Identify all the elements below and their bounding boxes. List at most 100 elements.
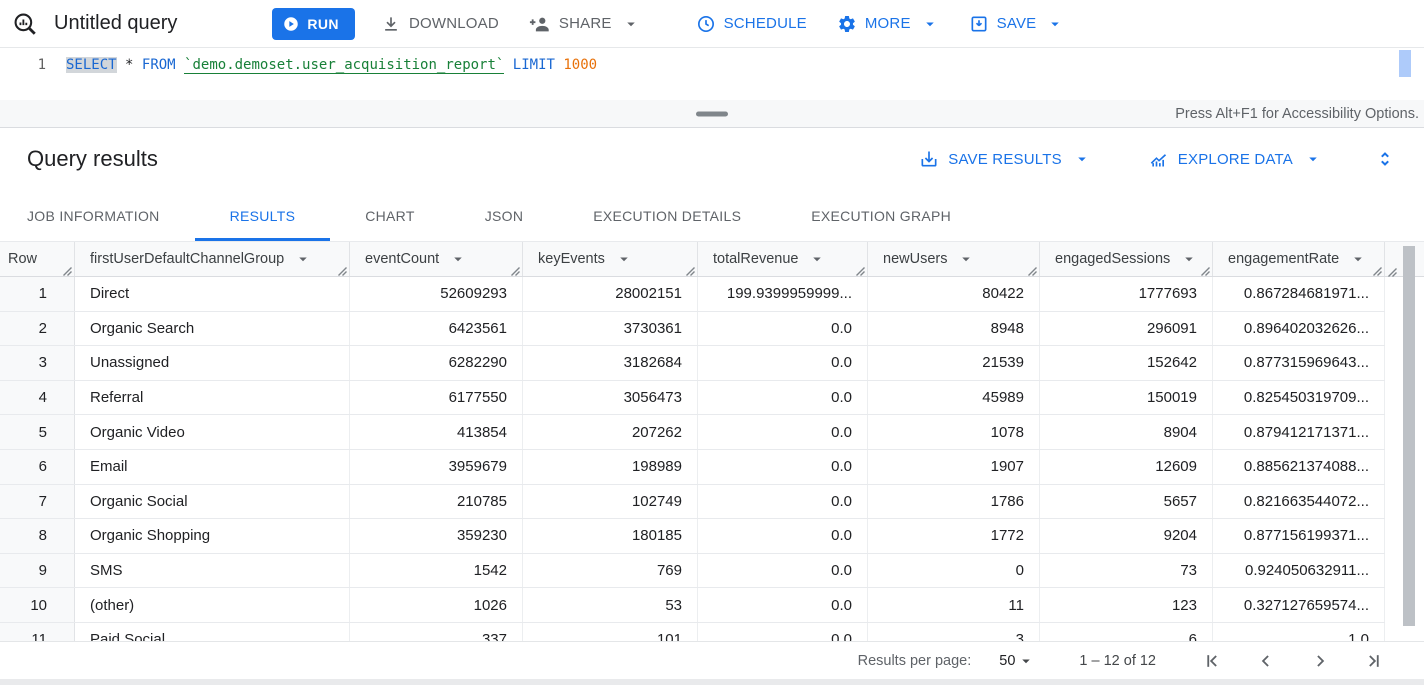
chevron-right-icon	[1317, 654, 1325, 667]
column-resize-grip[interactable]	[1387, 264, 1397, 277]
results-tabbar: JOB INFORMATION RESULTS CHART JSON EXECUTION…	[0, 190, 1424, 242]
table-cell: 0.0	[698, 553, 868, 588]
row-number-cell: 2	[0, 311, 75, 346]
sql-star: *	[125, 57, 134, 73]
tab-job-information[interactable]: JOB INFORMATION	[27, 207, 160, 224]
query-results-title: Query results	[27, 146, 158, 171]
collapse-panel-button[interactable]	[1374, 148, 1396, 170]
table-cell: 769	[523, 553, 698, 588]
column-menu-caret-icon[interactable]	[1349, 250, 1367, 268]
table-cell: 413854	[350, 415, 523, 449]
table-cell: 180185	[523, 519, 698, 553]
person-add-icon	[529, 17, 549, 31]
next-page-button[interactable]	[1310, 651, 1330, 671]
column-header-firstUserDefaultChannelGroup[interactable]: firstUserDefaultChannelGroup	[75, 242, 350, 276]
sql-code-line[interactable]: SELECT * FROM `demo.demoset.user_acquisi…	[66, 55, 597, 76]
panel-splitter: Press Alt+F1 for Accessibility Options.	[0, 100, 1424, 128]
caret-down-icon	[1022, 659, 1031, 663]
share-button[interactable]: SHARE	[529, 0, 640, 48]
column-header-label: eventCount	[365, 251, 440, 267]
table-cell: 1907	[868, 449, 1040, 484]
tab-execution-graph[interactable]: EXECUTION GRAPH	[811, 207, 952, 224]
table-cell: Direct	[75, 277, 350, 311]
table-cell: 0	[868, 553, 1040, 588]
column-resize-grip[interactable]	[62, 264, 72, 276]
tab-results[interactable]: RESULTS	[195, 190, 331, 241]
tab-json[interactable]: JSON	[484, 207, 524, 224]
column-header-row[interactable]: Row	[0, 242, 75, 276]
schedule-button-label: SCHEDULE	[723, 15, 807, 32]
column-menu-caret-icon[interactable]	[1180, 250, 1198, 268]
save-results-button[interactable]: SAVE RESULTS	[919, 149, 1091, 169]
column-menu-caret-icon[interactable]	[808, 250, 826, 268]
splitter-drag-handle[interactable]	[696, 111, 728, 116]
column-resize-grip[interactable]	[337, 264, 347, 276]
accessibility-hint: Press Alt+F1 for Accessibility Options.	[1175, 105, 1419, 122]
caret-down-icon	[1304, 150, 1322, 168]
column-resize-grip[interactable]	[685, 264, 695, 276]
column-resize-grip[interactable]	[1200, 264, 1210, 276]
column-header-engagementRate[interactable]: engagementRate	[1213, 242, 1385, 276]
table-cell: 3959679	[350, 449, 523, 484]
row-number-cell: 5	[0, 415, 75, 449]
schedule-button[interactable]: SCHEDULE	[696, 0, 807, 48]
play-circle-icon	[284, 16, 299, 31]
column-header-eventCount[interactable]: eventCount	[350, 242, 523, 276]
table-cell: 0.821663544072...	[1213, 484, 1385, 519]
column-resize-grip[interactable]	[510, 264, 520, 276]
table-cell: 73	[1040, 553, 1213, 588]
bigquery-search-icon	[14, 13, 36, 35]
row-number-cell: 3	[0, 346, 75, 380]
table-cell: 6	[1040, 622, 1213, 641]
sql-editor[interactable]: 1 SELECT * FROM `demo.demoset.user_acqui…	[0, 48, 1424, 100]
sql-keyword-limit: LIMIT	[512, 57, 555, 73]
previous-page-button[interactable]	[1256, 651, 1276, 671]
download-button[interactable]: DOWNLOAD	[381, 0, 499, 48]
row-number-cell: 7	[0, 484, 75, 519]
column-header-engagedSessions[interactable]: engagedSessions	[1040, 242, 1213, 276]
table-cell: 0.0	[698, 380, 868, 415]
column-menu-caret-icon[interactable]	[294, 250, 312, 268]
table-cell: 0.0	[698, 346, 868, 380]
save-box-icon	[971, 16, 987, 31]
column-header-keyEvents[interactable]: keyEvents	[523, 242, 698, 276]
table-cell: 123	[1040, 588, 1213, 622]
first-page-icon	[1207, 654, 1217, 667]
run-button[interactable]: RUN	[272, 7, 355, 40]
column-resize-grip[interactable]	[855, 264, 865, 276]
more-button[interactable]: MORE	[837, 0, 939, 48]
tab-chart[interactable]: CHART	[365, 207, 415, 224]
table-scrollbar-thumb[interactable]	[1403, 246, 1415, 626]
column-resize-grip[interactable]	[1027, 264, 1037, 276]
results-table: Row firstUserDefaultChannelGroup eventCou…	[0, 242, 1424, 641]
table-cell: 0.0	[698, 311, 868, 346]
horizontal-scrollbar-track[interactable]	[0, 679, 1424, 685]
table-cell: 102749	[523, 484, 698, 519]
table-cell: 1542	[350, 553, 523, 588]
row-number-cell: 6	[0, 449, 75, 484]
first-page-button[interactable]	[1202, 651, 1222, 671]
table-row: 4 Referral 6177550 3056473 0.0 45989 150019 0.8…	[0, 380, 1385, 416]
row-number-cell: 4	[0, 380, 75, 415]
column-header-totalRevenue[interactable]: totalRevenue	[698, 242, 868, 276]
clock-icon	[697, 15, 714, 32]
table-cell: 1786	[868, 484, 1040, 519]
sql-table-reference[interactable]: `demo.demoset.user_acquisition_report`	[184, 57, 505, 74]
download-icon	[385, 16, 397, 31]
table-cell: 0.877156199371...	[1213, 519, 1385, 553]
column-menu-caret-icon[interactable]	[449, 250, 467, 268]
column-header-newUsers[interactable]: newUsers	[868, 242, 1040, 276]
column-menu-caret-icon[interactable]	[957, 250, 975, 268]
table-cell: 1078	[868, 415, 1040, 449]
last-page-button[interactable]	[1364, 651, 1384, 671]
table-cell: SMS	[75, 553, 350, 588]
tab-execution-details[interactable]: EXECUTION DETAILS	[593, 207, 742, 224]
save-button[interactable]: SAVE	[969, 0, 1065, 48]
table-cell: 0.879412171371...	[1213, 415, 1385, 449]
table-cell: 8904	[1040, 415, 1213, 449]
column-resize-grip[interactable]	[1372, 264, 1382, 276]
page-size-select[interactable]: 50	[999, 652, 1035, 670]
column-menu-caret-icon[interactable]	[615, 250, 633, 268]
editor-scrollbar-thumb[interactable]	[1399, 50, 1411, 77]
explore-data-button[interactable]: EXPLORE DATA	[1149, 149, 1322, 169]
